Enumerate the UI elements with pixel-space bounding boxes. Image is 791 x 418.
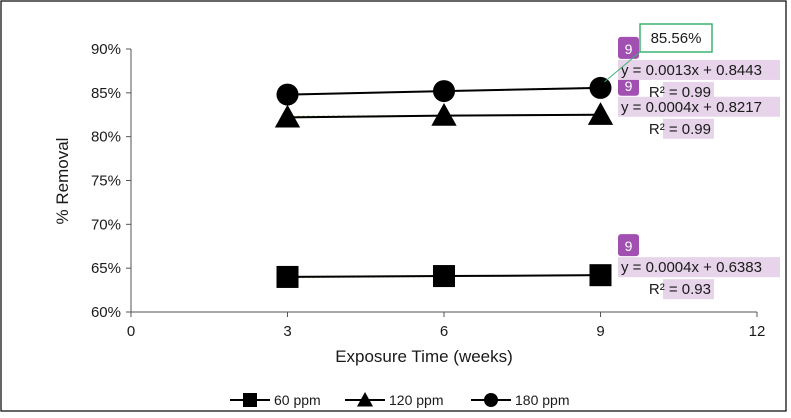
data-point — [589, 76, 612, 99]
trendline-labels: 9 y = 0.0004x + 0.6383 R² = 0.93 9 y = 0.000… — [618, 36, 780, 300]
callout-leader — [604, 51, 641, 83]
label-badge-text: 9 — [625, 41, 633, 57]
data-point — [276, 265, 299, 288]
r2-bg — [663, 81, 714, 102]
x-tick-label: 0 — [127, 323, 135, 340]
r2-bg — [663, 118, 714, 139]
trendline-r2: R² = 0.93 — [649, 281, 711, 298]
data-markers — [274, 76, 614, 288]
legend-label: 180 ppm — [515, 392, 569, 408]
x-tick-label: 6 — [440, 323, 448, 340]
label-badge-text: 9 — [625, 238, 633, 254]
y-tick-label: 70% — [91, 216, 121, 233]
equation-bg — [618, 59, 780, 80]
axes: 60% 65% 70% 75% 80% 85% 90% 0 3 6 9 12 — [91, 41, 765, 340]
legend-marker — [356, 391, 374, 407]
equation-bg — [618, 257, 780, 278]
legend-label: 60 ppm — [274, 392, 321, 408]
r2-bg — [663, 279, 714, 300]
data-point — [276, 83, 299, 106]
label-badge — [618, 36, 639, 59]
trendline-r2: R² = 0.99 — [649, 84, 711, 101]
legend-label: 120 ppm — [389, 392, 443, 408]
data-point — [431, 102, 457, 126]
label-badge-text: 9 — [625, 78, 633, 94]
y-tick-label: 90% — [91, 41, 121, 58]
data-callout: 85.56% — [604, 23, 713, 83]
x-axis-title: Exposure Time (weeks) — [335, 347, 513, 366]
trendline-equation: y = 0.0013x + 0.8443 — [621, 62, 762, 79]
y-tick-label: 65% — [91, 260, 121, 277]
equation-bg — [618, 96, 780, 117]
legend-marker — [243, 393, 257, 407]
trendline-equation: y = 0.0004x + 0.6383 — [621, 259, 762, 276]
y-tick-label: 60% — [91, 304, 121, 321]
trendline-r2: R² = 0.99 — [649, 121, 711, 138]
x-tick-label: 12 — [749, 323, 766, 340]
label-badge — [618, 234, 639, 257]
data-point — [433, 80, 455, 103]
trendline-equation: y = 0.0004x + 0.8217 — [621, 99, 762, 116]
legend-marker — [484, 393, 498, 407]
data-point — [433, 265, 455, 288]
data-point — [587, 102, 614, 125]
callout-box — [639, 23, 713, 53]
x-tick-label: 9 — [596, 323, 604, 340]
y-tick-label: 75% — [91, 173, 121, 190]
legend: 60 ppm 120 ppm 180 ppm — [230, 391, 569, 408]
x-tick-label: 3 — [283, 323, 291, 340]
y-tick-label: 80% — [91, 129, 121, 146]
data-point — [589, 264, 612, 287]
callout-label: 85.56% — [651, 30, 702, 47]
data-point — [274, 104, 301, 128]
y-axis-title: % Removal — [53, 138, 72, 225]
y-tick-label: 85% — [91, 85, 121, 102]
